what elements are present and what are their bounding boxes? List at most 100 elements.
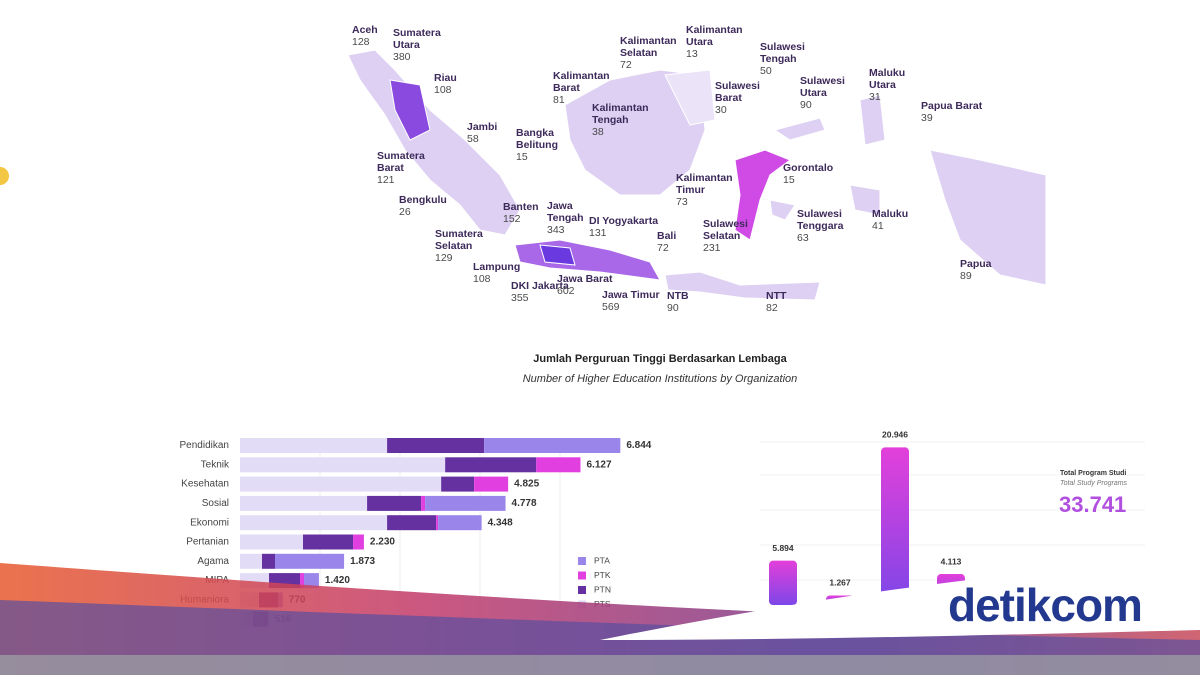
total-label: 6.127 — [586, 459, 611, 470]
map-shapes — [347, 49, 1047, 301]
bar-segment — [303, 534, 354, 550]
province-label: Lampung 108 — [473, 261, 535, 285]
province-name: Kalimantan Timur — [676, 172, 733, 196]
bar-segment — [240, 476, 442, 492]
bar-segment — [367, 495, 422, 511]
total-sublabel: Total Study Programs — [1060, 480, 1128, 487]
province-label: Jambi 58 — [467, 121, 529, 145]
bar-segment — [240, 457, 446, 473]
total-label: Total Program Studi — [1060, 470, 1127, 477]
value-label: 20.946 — [882, 430, 908, 440]
province-value: 81 — [553, 94, 565, 106]
province-label: Kalimantan Selatan 72 — [620, 35, 682, 71]
province-label: Sulawesi Tengah 50 — [760, 41, 822, 77]
province-label: Kalimantan Timur 73 — [676, 172, 738, 208]
province-name: Gorontalo — [783, 162, 834, 174]
bar-segment — [474, 476, 509, 492]
bar-segment — [269, 573, 301, 589]
chart-subtitle: Number of Higher Education Institutions … — [522, 373, 798, 385]
province-name: DKI Jakarta — [511, 280, 569, 292]
province-label: Riau 108 — [434, 72, 496, 96]
province-value: 39 — [921, 112, 933, 124]
province-label: Sulawesi Barat 30 — [715, 80, 777, 116]
province-value: 38 — [592, 126, 604, 138]
province-label: Sumatera Barat 121 — [377, 150, 439, 186]
province-label: Sumatera Utara 380 — [393, 27, 455, 63]
province-name: Jawa Barat — [557, 273, 613, 285]
province-name: Sulawesi Tengah — [760, 41, 805, 65]
bar-segment — [387, 515, 437, 531]
province-name: Lampung — [473, 261, 521, 273]
province-name: Sumatera Barat — [377, 150, 425, 174]
value-label: 4.113 — [941, 556, 962, 566]
legend-swatch — [578, 600, 586, 609]
province-value: 63 — [797, 232, 809, 244]
total-value: 33.741 — [1059, 492, 1127, 517]
province-value: 152 — [503, 213, 521, 225]
province-name: Kalimantan Selatan — [620, 35, 677, 59]
bar-segment — [421, 495, 426, 511]
bar-segment — [275, 553, 345, 569]
province-name: Sulawesi Selatan — [703, 218, 748, 242]
province-name: Bali — [657, 230, 677, 242]
province-value: 131 — [589, 227, 607, 239]
logo: detikcom — [948, 579, 1143, 631]
province-value: 128 — [352, 36, 370, 48]
province-value: 15 — [516, 151, 528, 163]
province-label: Kalimantan Tengah 38 — [592, 102, 654, 138]
total-label: 4.778 — [512, 498, 537, 509]
bar-segment — [304, 573, 319, 589]
category-label: Pendidikan — [180, 440, 229, 451]
province-name: Jawa Tengah — [547, 200, 584, 224]
province-name: Sulawesi Barat — [715, 80, 760, 104]
province-name: Aceh — [352, 24, 378, 36]
province-label: Kalimantan Utara 13 — [686, 24, 748, 60]
province-label: Papua Barat 39 — [921, 100, 983, 124]
province-label: Sulawesi Tenggara 63 — [797, 208, 859, 244]
province-label: Sulawesi Utara 90 — [800, 75, 862, 111]
bar-segment — [445, 457, 537, 473]
province-name: Sulawesi Utara — [800, 75, 845, 99]
bar-segment — [240, 611, 254, 627]
bar-segment — [438, 515, 482, 531]
side-handle — [0, 167, 9, 185]
chart-title: Jumlah Perguruan Tinggi Berdasarkan Lemb… — [533, 353, 787, 365]
bar-segment — [300, 573, 305, 589]
category-label: MIPA — [205, 575, 229, 586]
province-value: 30 — [715, 104, 727, 116]
province-label: NTB 90 — [667, 290, 729, 314]
category-label: Pertanian — [186, 537, 229, 548]
province-name: Papua Barat — [921, 100, 983, 112]
province-label: Kalimantan Barat 81 — [553, 70, 615, 106]
province-label: Maluku 41 — [872, 208, 934, 232]
province-value: 569 — [602, 301, 620, 313]
province-value: 129 — [435, 252, 453, 264]
province-value: 50 — [760, 65, 772, 77]
bar-segment — [387, 438, 485, 453]
province-value: 380 — [393, 51, 411, 63]
province-value: 121 — [377, 174, 395, 186]
province-value: 72 — [657, 242, 669, 254]
legend-swatch — [578, 557, 586, 565]
total-label: 1.420 — [325, 575, 350, 586]
value-label: 5.894 — [772, 543, 794, 553]
province-name: Kalimantan Utara — [686, 24, 743, 48]
bar-segment — [353, 534, 364, 550]
bar-segment — [240, 553, 263, 569]
province-name: Jambi — [467, 121, 498, 133]
total-label: 516 — [275, 614, 292, 625]
province-label: Jawa Tengah 343 — [547, 200, 609, 236]
category-label: Sosial — [202, 498, 229, 509]
province-value: 82 — [766, 302, 778, 314]
province-label: NTT 82 — [766, 290, 828, 314]
province-value: 41 — [872, 220, 884, 232]
total-label: 1.873 — [350, 556, 375, 567]
bar-segment — [240, 534, 304, 550]
province-name: Maluku Utara — [869, 67, 906, 91]
province-label: Sulawesi Selatan 231 — [703, 218, 765, 254]
total-label: 6.844 — [626, 440, 651, 451]
category-label: Ekonomi — [190, 517, 229, 528]
bar-segment — [441, 476, 475, 492]
total-label: 4.348 — [488, 517, 513, 528]
